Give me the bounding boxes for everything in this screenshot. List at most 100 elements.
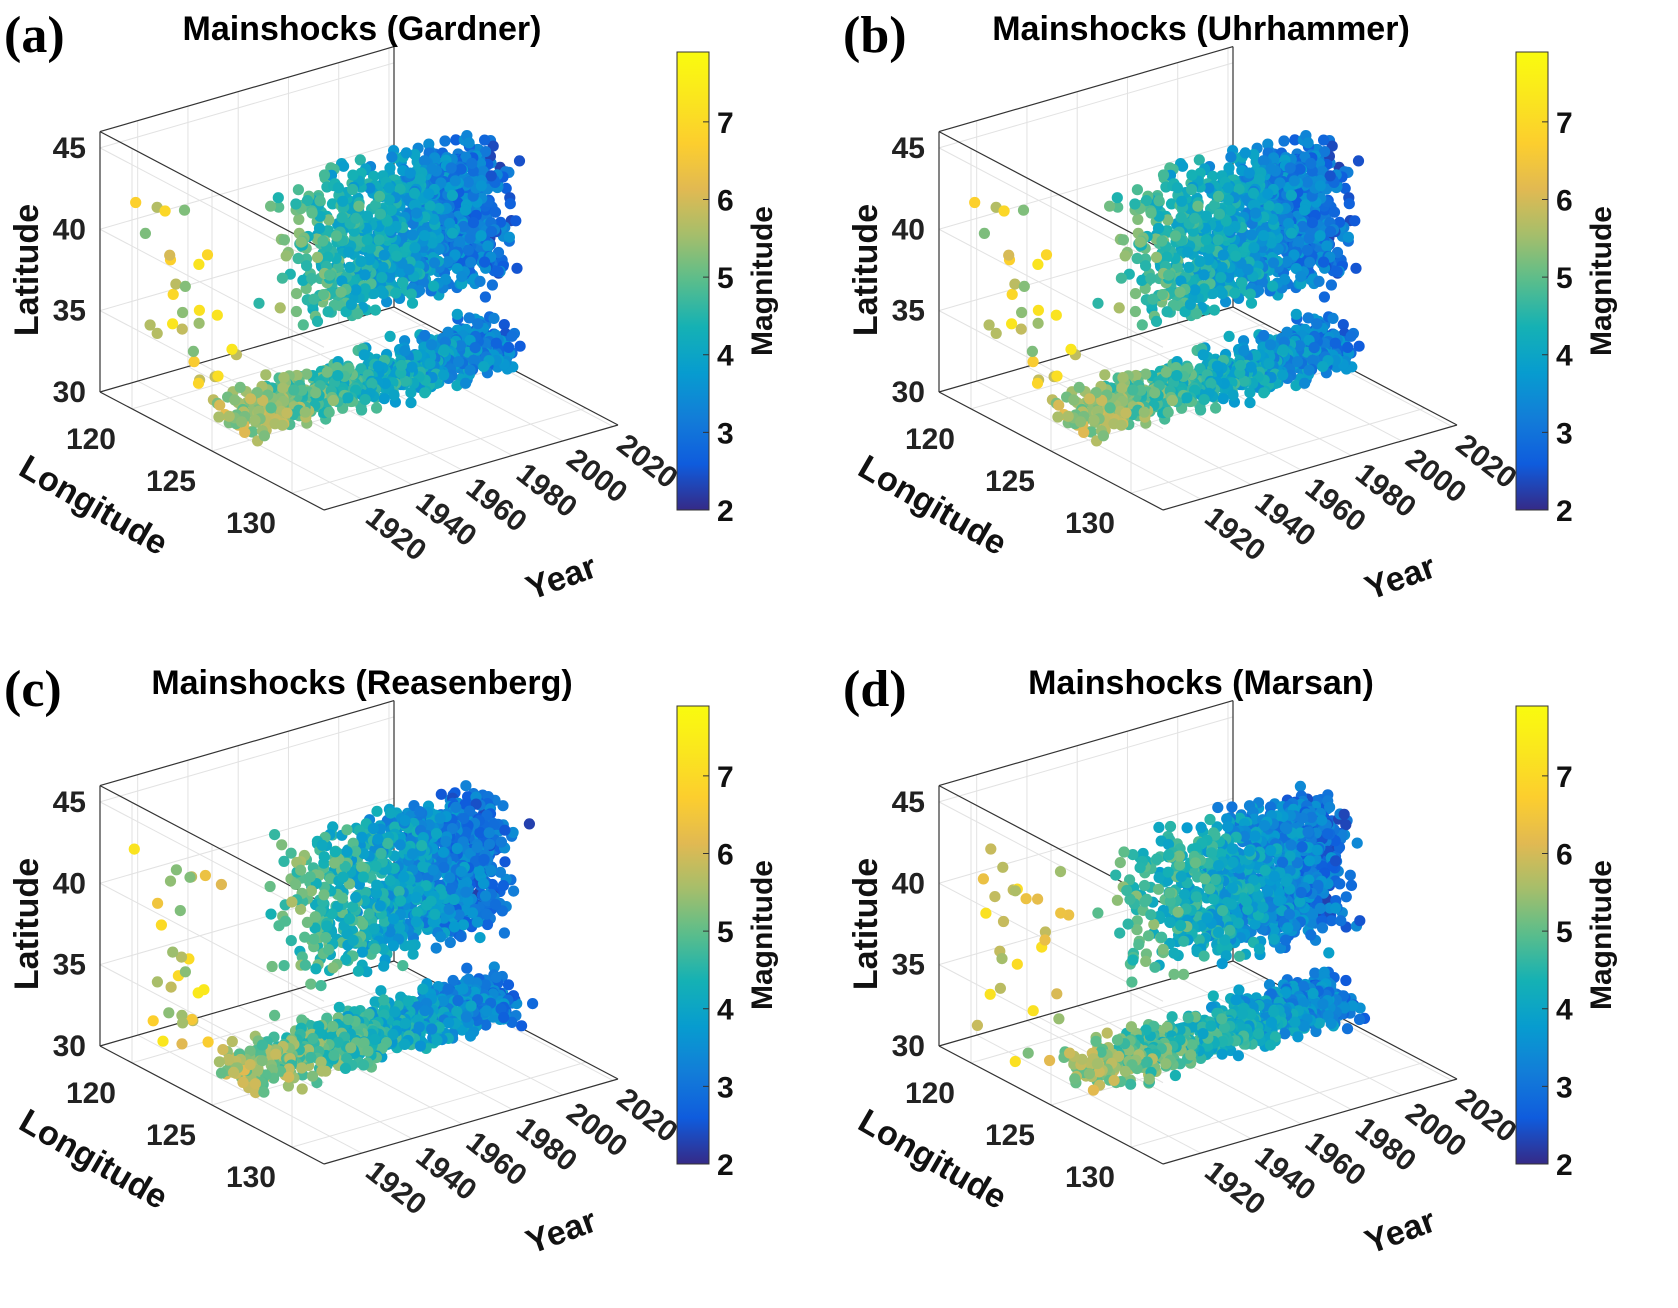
- data-point: [1140, 195, 1152, 207]
- data-point: [361, 210, 373, 222]
- data-point: [464, 1030, 477, 1042]
- data-point: [1236, 277, 1248, 289]
- data-point: [1295, 271, 1307, 283]
- data-point: [1104, 200, 1116, 212]
- data-point: [1156, 235, 1168, 247]
- data-point: [1303, 364, 1315, 376]
- data-point: [460, 886, 472, 898]
- data-point: [1032, 258, 1044, 270]
- data-point: [290, 198, 302, 210]
- data-point: [327, 394, 339, 407]
- colorbar-tick-label: 3: [1556, 417, 1573, 450]
- data-point: [310, 387, 322, 399]
- data-point: [1223, 330, 1235, 342]
- data-point: [1258, 329, 1270, 342]
- data-point: [1227, 389, 1239, 401]
- data-point: [1131, 184, 1143, 196]
- data-point: [427, 864, 439, 876]
- data-point: [506, 330, 518, 342]
- data-point: [1331, 266, 1343, 278]
- data-point: [1285, 189, 1297, 201]
- colorbar-tick-label: 7: [717, 107, 734, 140]
- data-point: [513, 155, 526, 167]
- data-point: [1198, 394, 1210, 406]
- data-point: [301, 195, 313, 207]
- data-point: [355, 255, 367, 268]
- data-point: [214, 399, 226, 411]
- data-point: [226, 343, 238, 355]
- data-point: [466, 157, 478, 169]
- data-point: [1156, 289, 1168, 301]
- data-point: [384, 162, 396, 174]
- data-point: [1135, 384, 1147, 396]
- data-point: [223, 410, 235, 422]
- data-point: [1175, 275, 1187, 287]
- data-point: [1329, 337, 1341, 349]
- data-point: [424, 200, 436, 212]
- data-point: [1313, 275, 1325, 287]
- data-point: [420, 880, 432, 892]
- x-axis-label: Year: [1360, 548, 1441, 608]
- data-point: [399, 814, 411, 827]
- data-point: [490, 337, 502, 349]
- data-point: [192, 377, 205, 389]
- data-point: [430, 942, 442, 954]
- data-point: [1162, 214, 1174, 226]
- data-point: [317, 289, 329, 301]
- data-point: [479, 134, 491, 146]
- data-point: [480, 146, 492, 158]
- data-point: [498, 927, 510, 939]
- data-point: [419, 387, 431, 399]
- data-point: [1244, 288, 1256, 300]
- data-point: [1115, 419, 1127, 431]
- data-point: [1006, 288, 1018, 300]
- data-point: [229, 394, 241, 406]
- data-point: [481, 918, 494, 931]
- data-point: [426, 163, 438, 175]
- data-point: [1017, 204, 1030, 216]
- data-point: [1284, 162, 1296, 174]
- data-point: [151, 327, 163, 339]
- data-point: [1290, 380, 1302, 392]
- data-point: [410, 207, 423, 219]
- data-point: [397, 277, 409, 289]
- data-point: [440, 273, 452, 285]
- data-point: [507, 885, 520, 897]
- data-point: [424, 358, 436, 370]
- data-point: [356, 404, 368, 416]
- data-point: [1163, 269, 1175, 281]
- panel-b: 30 35 40 45 120 125 130 1920 1940 1960 1980 2000 202…: [839, 0, 1678, 654]
- data-point: [1242, 263, 1254, 275]
- data-point: [306, 207, 318, 219]
- data-point: [475, 230, 487, 242]
- data-point: [460, 780, 472, 792]
- data-point: [418, 155, 431, 167]
- y-tick-label: 125: [146, 465, 196, 498]
- data-point: [446, 823, 458, 835]
- data-point: [1294, 163, 1306, 175]
- data-point: [1208, 199, 1221, 211]
- data-point: [1305, 157, 1317, 169]
- data-point: [1283, 217, 1295, 230]
- data-point: [1097, 430, 1109, 442]
- data-point: [1202, 254, 1214, 266]
- data-point: [1223, 224, 1235, 236]
- data-point: [295, 236, 307, 248]
- data-point: [1051, 370, 1063, 382]
- data-point: [469, 855, 482, 867]
- z-tick-label: 45: [53, 132, 86, 165]
- data-point: [1325, 279, 1337, 291]
- data-point: [1145, 272, 1157, 285]
- data-point: [405, 397, 417, 409]
- data-point: [488, 961, 500, 973]
- data-point: [1040, 249, 1053, 261]
- data-point: [481, 1005, 493, 1017]
- data-point: [414, 806, 426, 818]
- data-point: [1292, 356, 1304, 368]
- data-point: [1285, 227, 1298, 239]
- data-point: [437, 846, 450, 858]
- data-point: [464, 364, 476, 376]
- data-point: [1212, 190, 1225, 202]
- y-tick-label: 130: [226, 507, 276, 540]
- z-tick-label: 40: [892, 213, 925, 246]
